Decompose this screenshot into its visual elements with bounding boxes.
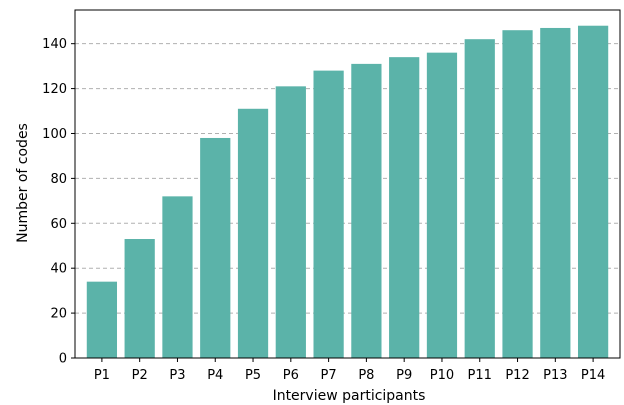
bar-p7 bbox=[313, 70, 344, 358]
bar-p2 bbox=[124, 239, 155, 358]
y-tick-label: 80 bbox=[50, 172, 67, 187]
y-tick-label: 140 bbox=[42, 37, 67, 52]
x-tick-label: P14 bbox=[581, 368, 605, 383]
x-tick-label: P10 bbox=[430, 368, 454, 383]
x-tick-label: P11 bbox=[468, 368, 492, 383]
x-tick-label: P5 bbox=[245, 368, 261, 383]
x-tick-label: P13 bbox=[543, 368, 567, 383]
y-tick-label: 60 bbox=[50, 217, 67, 232]
bar-p5 bbox=[237, 108, 269, 358]
x-tick-label: P7 bbox=[321, 368, 337, 383]
bar-p14 bbox=[577, 25, 609, 359]
x-tick-label: P9 bbox=[396, 368, 412, 383]
axes-frame bbox=[74, 9, 621, 359]
bar-p6 bbox=[275, 86, 306, 359]
y-axis-title: Number of codes bbox=[15, 123, 31, 243]
bar-p12 bbox=[502, 30, 533, 358]
bar-p13 bbox=[540, 27, 571, 358]
x-tick-label: P1 bbox=[94, 368, 110, 383]
bar-p8 bbox=[351, 63, 382, 358]
bar-p10 bbox=[426, 52, 458, 358]
y-tick-label: 40 bbox=[50, 262, 67, 277]
y-ticks: 0 20 40 60 80 100 120 140 bbox=[42, 37, 75, 367]
bar-p11 bbox=[464, 39, 495, 358]
x-axis-title: Interview participants bbox=[273, 388, 426, 404]
x-tick-label: P12 bbox=[505, 368, 529, 383]
y-tick-label: 0 bbox=[59, 352, 67, 367]
bar-p1 bbox=[86, 281, 118, 358]
grid-lines bbox=[75, 43, 620, 314]
x-tick-label: P8 bbox=[358, 368, 374, 383]
axes bbox=[74, 9, 621, 359]
y-tick-label: 100 bbox=[42, 127, 67, 142]
x-ticks: P1 P2 P3 P4 P5 P6 P7 P8 P9 P10 P11 P12 P13 P14 bbox=[94, 358, 605, 383]
bar-p4 bbox=[200, 137, 231, 358]
bars bbox=[86, 25, 609, 359]
y-tick-label: 120 bbox=[42, 82, 67, 97]
bar-p3 bbox=[162, 196, 193, 358]
bar-p9 bbox=[389, 57, 420, 359]
x-tick-label: P2 bbox=[132, 368, 148, 383]
x-tick-label: P4 bbox=[207, 368, 223, 383]
x-tick-label: P3 bbox=[169, 368, 185, 383]
x-tick-label: P6 bbox=[283, 368, 299, 383]
y-tick-label: 20 bbox=[50, 307, 67, 322]
